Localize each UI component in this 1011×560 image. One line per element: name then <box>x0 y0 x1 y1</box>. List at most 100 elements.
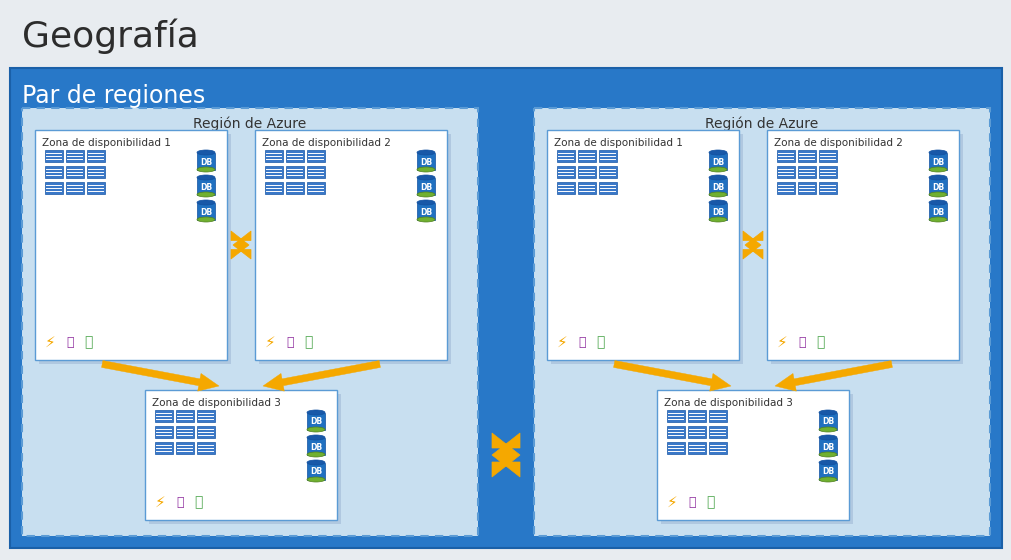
Text: DB: DB <box>931 208 943 217</box>
Bar <box>265 150 283 162</box>
Bar <box>776 150 795 162</box>
Bar <box>306 437 325 455</box>
Bar <box>599 150 617 162</box>
Ellipse shape <box>709 150 726 155</box>
Ellipse shape <box>197 167 214 172</box>
Bar <box>776 182 795 194</box>
Bar <box>776 166 795 178</box>
Ellipse shape <box>197 192 214 197</box>
Text: DB: DB <box>309 418 321 427</box>
Bar <box>687 442 706 454</box>
Ellipse shape <box>306 410 325 415</box>
Bar <box>22 108 477 536</box>
Bar <box>928 203 946 220</box>
Text: ⚡: ⚡ <box>775 334 787 349</box>
Bar <box>709 442 726 454</box>
Bar <box>709 203 726 220</box>
Bar <box>255 130 447 360</box>
Bar <box>417 178 435 194</box>
Bar <box>599 182 617 194</box>
Bar <box>666 442 684 454</box>
Bar <box>66 150 84 162</box>
Bar <box>197 178 214 194</box>
Polygon shape <box>491 433 520 477</box>
Ellipse shape <box>709 192 726 197</box>
Bar <box>556 150 574 162</box>
Text: DB: DB <box>931 157 943 166</box>
Text: DB: DB <box>711 208 723 217</box>
Ellipse shape <box>306 435 325 440</box>
Bar <box>666 410 684 422</box>
Text: Región de Azure: Región de Azure <box>705 116 818 131</box>
Bar <box>550 134 742 364</box>
Text: 🖥: 🖥 <box>286 335 293 348</box>
Text: 🖥: 🖥 <box>66 335 74 348</box>
Text: 🌡: 🌡 <box>84 335 92 349</box>
Bar <box>197 152 214 170</box>
Bar <box>928 178 946 194</box>
Bar <box>87 166 105 178</box>
Bar <box>286 182 303 194</box>
Bar <box>197 410 214 422</box>
Bar <box>709 426 726 438</box>
Bar <box>709 152 726 170</box>
Text: 🌡: 🌡 <box>595 335 604 349</box>
Bar <box>818 463 836 479</box>
Polygon shape <box>742 231 762 259</box>
Bar <box>306 463 325 479</box>
Text: DB: DB <box>200 208 212 217</box>
Text: 🌡: 🌡 <box>815 335 823 349</box>
Text: DB: DB <box>931 183 943 192</box>
Bar <box>928 152 946 170</box>
Text: DB: DB <box>420 157 432 166</box>
Text: ⚡: ⚡ <box>556 334 567 349</box>
FancyArrow shape <box>101 361 218 391</box>
Text: 🖥: 🖥 <box>798 335 805 348</box>
Bar <box>149 394 341 524</box>
Bar <box>306 413 325 430</box>
Bar <box>155 426 173 438</box>
Bar <box>10 68 1001 548</box>
Text: 🖥: 🖥 <box>687 496 695 508</box>
Ellipse shape <box>306 460 325 465</box>
Bar <box>306 166 325 178</box>
Bar <box>176 426 194 438</box>
FancyArrow shape <box>613 361 730 391</box>
Bar <box>798 182 815 194</box>
Bar <box>155 410 173 422</box>
Ellipse shape <box>818 452 836 457</box>
Ellipse shape <box>197 150 214 155</box>
Ellipse shape <box>928 192 946 197</box>
Bar <box>577 150 595 162</box>
Bar <box>556 166 574 178</box>
Bar <box>66 166 84 178</box>
Text: DB: DB <box>821 442 833 451</box>
Bar <box>286 150 303 162</box>
Text: 🌡: 🌡 <box>705 495 714 509</box>
Text: ⚡: ⚡ <box>155 494 165 510</box>
Ellipse shape <box>417 217 435 222</box>
Ellipse shape <box>417 150 435 155</box>
Text: 🖥: 🖥 <box>176 496 184 508</box>
Bar <box>197 426 214 438</box>
Ellipse shape <box>818 477 836 482</box>
Bar <box>818 150 836 162</box>
Bar <box>666 426 684 438</box>
Ellipse shape <box>417 192 435 197</box>
Ellipse shape <box>709 175 726 180</box>
Bar <box>709 178 726 194</box>
Bar <box>417 203 435 220</box>
Ellipse shape <box>709 167 726 172</box>
Ellipse shape <box>417 175 435 180</box>
Bar <box>145 390 337 520</box>
Text: ⚡: ⚡ <box>666 494 676 510</box>
Bar <box>577 166 595 178</box>
Bar <box>35 130 226 360</box>
Ellipse shape <box>818 427 836 432</box>
Bar <box>197 442 214 454</box>
Bar <box>176 410 194 422</box>
Ellipse shape <box>818 460 836 465</box>
Text: 🌡: 🌡 <box>194 495 202 509</box>
Text: Zona de disponibilidad 3: Zona de disponibilidad 3 <box>663 398 792 408</box>
Bar <box>197 203 214 220</box>
